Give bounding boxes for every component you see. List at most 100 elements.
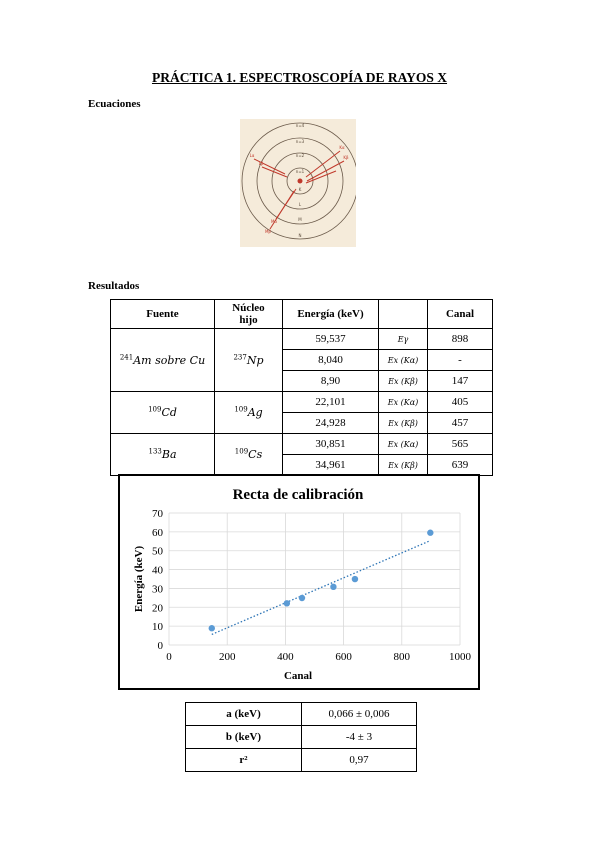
transition-arrow-3 xyxy=(305,150,341,178)
transition-label-mb: Mβ xyxy=(265,229,271,234)
y-tick-label: 60 xyxy=(152,527,164,539)
fit-key-r2: r² xyxy=(185,748,302,772)
transition-label-la: Lα xyxy=(250,153,255,158)
header-energia: Energía (keV) xyxy=(282,299,379,329)
hijo-cell: 109Cs xyxy=(214,433,283,476)
transition-arrow-4 xyxy=(306,160,345,182)
fit-parameters-table: a (keV) 0,066 ± 0,006 b (keV) -4 ± 3 r² … xyxy=(185,702,417,772)
fuente-mass: 133 xyxy=(148,447,162,456)
transition-arrow-7 xyxy=(269,190,295,230)
energia-cell: 30,851 xyxy=(282,433,379,455)
energia-cell: 8,90 xyxy=(282,370,379,392)
nucleus xyxy=(297,178,303,184)
shell-label-m: M xyxy=(298,217,302,222)
header-nucleo-hijo: Núcleo hijo xyxy=(214,299,283,329)
energia-cell: 59,537 xyxy=(282,328,379,350)
hijo-cell: 109Ag xyxy=(214,391,283,434)
data-point xyxy=(330,583,337,591)
canal-cell: - xyxy=(427,349,493,371)
linea-cell: Eγ xyxy=(378,328,428,350)
fuente-name: Ba xyxy=(161,448,177,462)
shell-label-n3: n=3 xyxy=(296,139,305,144)
canal-cell: 147 xyxy=(427,370,493,392)
x-tick-label: 0 xyxy=(166,651,172,663)
hijo-mass: 237 xyxy=(233,353,247,362)
transition-label-ka: Kα xyxy=(339,145,345,150)
chart-trendline-group xyxy=(211,540,431,636)
y-tick-label: 70 xyxy=(152,508,164,520)
y-tick-label: 50 xyxy=(152,546,164,558)
hijo-mass: 109 xyxy=(234,405,248,414)
y-tick-label: 10 xyxy=(152,621,164,633)
transition-arrow-1 xyxy=(253,158,286,175)
page-title: PRÁCTICA 1. ESPECTROSCOPÍA DE RAYOS X xyxy=(151,70,448,85)
x-tick-label: 400 xyxy=(277,651,294,663)
shell-n3-circle xyxy=(256,137,344,225)
fit-row-r2: r² 0,97 xyxy=(185,748,417,772)
y-tick-label: 0 xyxy=(158,640,164,652)
fuente-cell: 133Ba xyxy=(110,433,215,476)
linea-cell: Ex (Kβ) xyxy=(378,454,428,476)
shell-label-k: K xyxy=(299,187,302,192)
canal-cell: 405 xyxy=(427,391,493,413)
data-point xyxy=(283,600,291,607)
hijo-name: Cs xyxy=(248,448,263,462)
data-point xyxy=(298,594,306,602)
fuente-cell: 109Cd xyxy=(110,391,215,434)
fuente-name: Am sobre Cu xyxy=(133,353,206,367)
x-tick-label: 1000 xyxy=(449,651,472,663)
header-canal: Canal xyxy=(427,299,493,329)
x-tick-label: 600 xyxy=(335,651,352,663)
results-table: Fuente Núcleo hijo Energía (keV) Canal 2… xyxy=(110,299,493,476)
x-tick-label: 800 xyxy=(394,651,411,663)
shell-label-n4: n=4 xyxy=(296,123,305,128)
shell-label-n2: n=2 xyxy=(296,153,305,158)
energia-cell: 22,101 xyxy=(282,391,379,413)
atomic-shell-diagram: n=4 n=3 n=2 n=1 K L M N Lα Lβ Kα Kβ Mα M… xyxy=(240,119,359,247)
shell-label-n: N xyxy=(299,233,302,238)
y-tick-label: 20 xyxy=(152,602,164,614)
x-tick-label: 200 xyxy=(219,651,236,663)
chart-axes: 0 10 20 30 40 50 60 70 0 200 400 600 800 1000 xyxy=(152,508,472,663)
header-linea xyxy=(378,299,428,329)
fit-row-a: a (keV) 0,066 ± 0,006 xyxy=(185,702,417,726)
hijo-name: Np xyxy=(246,353,264,367)
fit-value-b: -4 ± 3 xyxy=(301,725,417,749)
data-point xyxy=(427,529,434,536)
linea-cell: Ex (Kα) xyxy=(378,433,428,455)
fuente-name: Cd xyxy=(161,406,177,420)
chart-xlabel: Canal xyxy=(284,670,312,682)
linea-cell: Ex (Kβ) xyxy=(378,370,428,392)
table-row: 8,040 Ex (Kα) - xyxy=(111,349,493,371)
chart-ylabel: Energía (keV) xyxy=(133,546,145,613)
energia-cell: 24,928 xyxy=(282,412,379,434)
canal-cell: 457 xyxy=(427,412,493,434)
hijo-cell: 237Np xyxy=(214,328,283,392)
table-row: 34,961 Ex (Kβ) 639 xyxy=(111,454,493,476)
trendline xyxy=(211,540,431,636)
atomic-shell-svg: n=4 n=3 n=2 n=1 K L M N Lα Lβ Kα Kβ Mα M… xyxy=(241,122,359,240)
table-row: 133Ba 109Cs 30,851 Ex (Kα) 565 xyxy=(110,433,493,476)
y-tick-label: 40 xyxy=(152,565,164,577)
chart-title: Recta de calibración xyxy=(233,487,364,503)
energia-cell: 34,961 xyxy=(282,454,379,476)
hijo-mass: 109 xyxy=(234,447,249,456)
results-header-row: Fuente Núcleo hijo Energía (keV) Canal xyxy=(110,299,493,329)
header-fuente: Fuente xyxy=(110,299,215,329)
header-nucleo-hijo-text: Núcleo hijo xyxy=(232,302,265,326)
shell-label-l: L xyxy=(299,202,302,207)
y-tick-label: 30 xyxy=(152,583,164,595)
shell-label-n1: n=1 xyxy=(296,169,305,174)
linea-cell: Ex (Kα) xyxy=(378,349,428,371)
calibration-chart: Recta de calibración Canal Energía (keV)… xyxy=(133,487,472,682)
fit-value-r2: 0,97 xyxy=(301,748,417,772)
fit-key-a: a (keV) xyxy=(185,702,302,726)
fit-key-b: b (keV) xyxy=(185,725,302,749)
data-point xyxy=(208,625,215,632)
canal-cell: 898 xyxy=(427,328,493,350)
section-ecuaciones: Ecuaciones xyxy=(88,98,141,110)
transition-label-kb: Kβ xyxy=(343,155,349,160)
linea-cell: Ex (Kα) xyxy=(378,391,428,413)
section-resultados: Resultados xyxy=(88,280,140,292)
transition-label-ma: Mα xyxy=(271,219,277,224)
